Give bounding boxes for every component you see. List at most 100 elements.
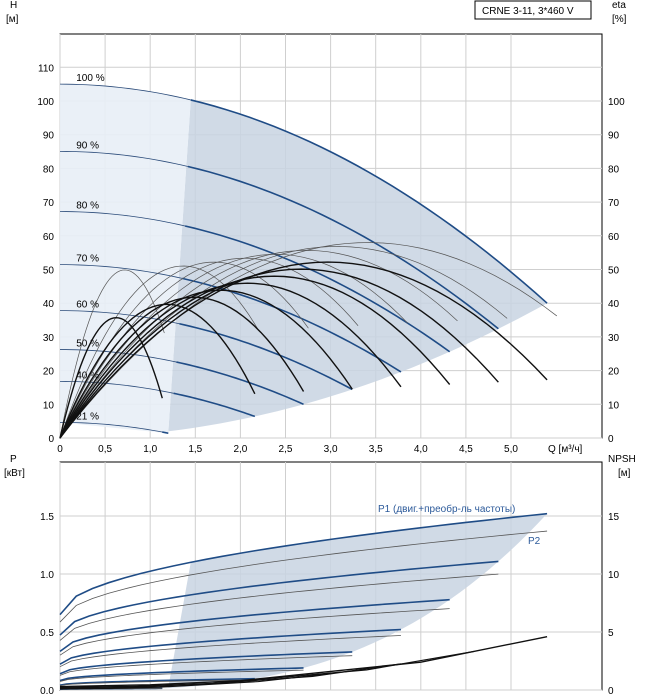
power-area <box>162 513 548 689</box>
eta-curve-thin <box>59 261 309 439</box>
model-box <box>474 0 592 20</box>
p2-curve <box>59 608 450 656</box>
eta-curve <box>59 289 353 439</box>
y-tick-label-left: 110 <box>38 63 54 74</box>
p-tick-label: 1.0 <box>40 570 54 581</box>
p2-curve <box>59 635 401 668</box>
y-axis-label-right: eta <box>612 0 626 11</box>
eta-curve-thin <box>59 242 558 439</box>
p2-curve <box>59 679 255 687</box>
y-tick-label-left: 80 <box>43 164 55 175</box>
operating-area <box>162 99 548 434</box>
head-curve <box>187 165 499 330</box>
y-tick-label-right: 30 <box>608 333 620 344</box>
npsh-tick-label: 15 <box>608 512 620 523</box>
x-tick-label: 2,5 <box>279 444 293 455</box>
npsh-curve-speed <box>59 650 475 689</box>
x-axis-label: Q [м³/ч] <box>548 444 583 455</box>
head-curve <box>162 431 169 434</box>
p2-curve <box>59 655 353 676</box>
y-tick-label-right: 20 <box>608 367 620 378</box>
p1-curve <box>59 598 450 653</box>
p1-curve <box>59 512 548 616</box>
y-tick-label-right: 90 <box>608 131 620 142</box>
x-tick-label: 4,5 <box>459 444 473 455</box>
y-axis-label-left-unit: [м] <box>6 14 19 25</box>
p2-curve <box>59 669 304 682</box>
y-tick-label-left: 10 <box>43 400 55 411</box>
p1-series-label: P1 (двиг.+преобр-ль частоты) <box>378 503 515 515</box>
p-axis-unit: [кВт] <box>4 468 25 479</box>
speed-label: 90 % <box>76 140 99 151</box>
y-axis-label-right-unit: [%] <box>612 14 627 25</box>
y-tick-label-right: 70 <box>608 198 620 209</box>
npsh-tick-label: 5 <box>608 628 614 639</box>
head-curve-thin <box>59 83 191 101</box>
p1-curve <box>59 628 401 665</box>
eta-curve <box>59 261 548 439</box>
y-tick-label-left: 30 <box>43 333 55 344</box>
x-tick-label: 1,0 <box>143 444 157 455</box>
x-tick-label: 4,0 <box>414 444 428 455</box>
y-tick-label-right: 40 <box>608 299 620 310</box>
speed-label: 80 % <box>76 201 99 212</box>
head-curve <box>190 99 548 304</box>
head-curve-thin <box>59 421 169 434</box>
y-axis-label-left: H <box>10 0 17 11</box>
head-curve-thin <box>59 380 174 394</box>
eta-curve <box>59 316 163 439</box>
eta-curve-thin <box>59 269 165 439</box>
p-tick-label: 0.0 <box>40 686 54 697</box>
p1-curve <box>59 560 499 636</box>
eta-curve <box>59 296 305 439</box>
p-tick-label: 1.5 <box>40 512 54 523</box>
y-tick-label-left: 50 <box>43 266 55 277</box>
y-tick-label-right: 60 <box>608 232 620 243</box>
model-label: CRNE 3-11, 3*460 V <box>482 6 574 17</box>
speed-label: 40 % <box>76 370 99 381</box>
x-tick-label: 3,0 <box>324 444 338 455</box>
npsh-curve-speed <box>59 673 328 690</box>
head-curve <box>184 225 451 353</box>
speed-label: 50 % <box>76 339 99 350</box>
speed-label: 70 % <box>76 254 99 265</box>
head-curve <box>179 322 353 391</box>
y-tick-label-left: 100 <box>37 97 54 108</box>
y-tick-label-right: 100 <box>608 97 625 108</box>
x-tick-label: 0,5 <box>98 444 112 455</box>
eta-curve <box>59 282 402 439</box>
eta-curve <box>59 275 451 439</box>
p-tick-label: 0.5 <box>40 628 54 639</box>
x-tick-label: 1,5 <box>188 444 202 455</box>
speed-label: 60 % <box>76 300 99 311</box>
npsh-axis-label: NPSH <box>608 454 636 465</box>
y-tick-label-left: 70 <box>43 198 55 209</box>
x-tick-label: 3,5 <box>369 444 383 455</box>
npsh-axis-unit: [м] <box>618 468 631 479</box>
eta-curve <box>59 268 499 439</box>
eta-curve <box>59 303 256 439</box>
speed-label: 100 % <box>76 73 104 84</box>
p1-curve <box>59 677 255 686</box>
extended-area <box>60 84 191 434</box>
p2-curve <box>59 530 548 623</box>
head-curve-thin <box>59 150 189 167</box>
npsh-tick-label: 10 <box>608 570 620 581</box>
y-tick-label-right: 0 <box>608 434 614 445</box>
x-tick-label: 5,0 <box>504 444 518 455</box>
y-tick-label-left: 90 <box>43 131 55 142</box>
head-curve-thin <box>59 264 183 279</box>
p1-curve <box>59 667 304 682</box>
y-tick-label-right: 50 <box>608 266 620 277</box>
p-axis-label: P <box>10 454 17 465</box>
head-curve-thin <box>59 211 186 227</box>
head-curve <box>176 361 304 406</box>
npsh-curve <box>59 635 548 688</box>
y-tick-label-left: 20 <box>43 367 55 378</box>
p2-series-label: P2 <box>528 536 541 547</box>
p2-curve <box>59 573 499 641</box>
p1-curve <box>59 651 353 675</box>
y-tick-label-right: 10 <box>608 400 620 411</box>
head-curve <box>173 392 256 418</box>
